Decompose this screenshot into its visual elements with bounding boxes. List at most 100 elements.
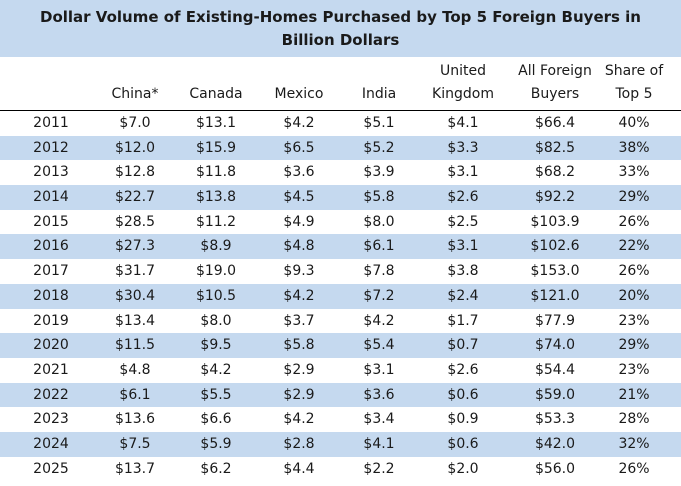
row-year: 2012 [33, 139, 69, 156]
table-cell: $11.8 [195, 164, 237, 181]
table-cell: $6.5 [283, 139, 315, 156]
column-header: United Kingdom [432, 60, 494, 106]
table-cell: $121.0 [530, 287, 580, 304]
table-cell: $5.1 [363, 115, 395, 131]
title-line-1: Dollar Volume of Existing-Homes Purchase… [40, 7, 641, 26]
table-cell: $0.9 [447, 411, 479, 428]
column-header-line-2: Buyers [530, 86, 580, 102]
table-row: 2020 $11.5 $9.5 $5.8 $5.4 $0.7 $74.0 29% [0, 333, 681, 358]
table-cell: $2.0 [447, 460, 479, 477]
table-cell: $4.8 [119, 361, 151, 378]
table-cell: 20% [618, 287, 650, 304]
header-divider [0, 110, 681, 111]
table-cell: $13.8 [195, 189, 237, 206]
table-cell: $28.5 [114, 213, 156, 230]
table-cell: $2.4 [447, 287, 479, 304]
table-cell: 29% [618, 189, 650, 206]
row-year: 2013 [33, 164, 69, 181]
table-cell: $82.5 [534, 139, 576, 156]
column-header-line-1: All Foreign [518, 63, 592, 79]
table-cell: $54.4 [534, 361, 576, 378]
table-cell: $0.6 [447, 435, 479, 452]
table-cell: $153.0 [530, 263, 580, 280]
table-cell: $11.5 [114, 337, 156, 354]
table-cell: $2.2 [363, 460, 395, 477]
table-cell: $13.7 [114, 460, 156, 477]
row-year: 2022 [33, 386, 69, 403]
column-header-line-2: China* [111, 86, 159, 102]
table-row: 2023 $13.6 $6.6 $4.2 $3.4 $0.9 $53.3 28% [0, 407, 681, 432]
table-cell: $3.9 [363, 164, 395, 181]
table-cell: $3.3 [447, 139, 479, 156]
table-cell: $10.5 [195, 287, 237, 304]
row-year: 2024 [33, 435, 69, 452]
row-year: 2018 [33, 287, 69, 304]
table-row: 2016 $27.3 $8.9 $4.8 $6.1 $3.1 $102.6 22% [0, 234, 681, 260]
table-cell: $6.6 [200, 411, 232, 428]
table-cell: $59.0 [534, 386, 576, 403]
table-cell: $13.1 [195, 115, 237, 131]
table-cell: $68.2 [534, 164, 576, 181]
table-cell: $5.4 [363, 337, 395, 354]
table-cell: $9.5 [200, 337, 232, 354]
table-cell: $7.5 [119, 435, 151, 452]
table-cell: $3.1 [447, 164, 479, 181]
column-header: Share of Top 5 [605, 60, 663, 106]
table-cell: 22% [618, 238, 650, 255]
table-row: 2021 $4.8 $4.2 $2.9 $3.1 $2.6 $54.4 23% [0, 358, 681, 383]
table-cell: $53.3 [534, 411, 576, 428]
column-header: China* [112, 83, 159, 106]
table-cell: $2.6 [447, 361, 479, 378]
table-cell: $2.9 [283, 361, 315, 378]
row-year: 2025 [33, 460, 69, 477]
row-year: 2015 [33, 213, 69, 230]
table-row: 2025 $13.7 $6.2 $4.4 $2.2 $2.0 $56.0 26% [0, 457, 681, 482]
table-cell: $8.0 [363, 213, 395, 230]
table-cell: $66.4 [534, 115, 576, 131]
table-cell: $3.8 [447, 263, 479, 280]
column-header: All Foreign Buyers [518, 60, 592, 106]
table-cell: $92.2 [534, 189, 576, 206]
row-year: 2019 [33, 312, 69, 329]
table-cell: $4.2 [283, 115, 315, 131]
table-cell: $0.7 [447, 337, 479, 354]
table-cell: $13.4 [114, 312, 156, 329]
table-body: 2011 $7.0 $13.1 $4.2 $5.1 $4.1 $66.4 40% 2012 $12… [0, 111, 681, 481]
table-cell: $2.6 [447, 189, 479, 206]
table-cell: $27.3 [114, 238, 156, 255]
table-cell: $31.7 [114, 263, 156, 280]
table-cell: 28% [618, 411, 650, 428]
table-cell: $7.2 [363, 287, 395, 304]
table-cell: $6.1 [363, 238, 395, 255]
column-header-line-2: Top 5 [615, 86, 653, 102]
table-cell: $0.6 [447, 386, 479, 403]
table-cell: $4.2 [363, 312, 395, 329]
table-cell: 21% [618, 386, 650, 403]
table-cell: $7.8 [363, 263, 395, 280]
table-row: 2012 $12.0 $15.9 $6.5 $5.2 $3.3 $82.5 38% [0, 135, 681, 161]
table-cell: $30.4 [114, 287, 156, 304]
table-cell: $1.7 [447, 312, 479, 329]
table-cell: $19.0 [195, 263, 237, 280]
row-year: 2017 [33, 263, 69, 280]
row-year: 2023 [33, 411, 69, 428]
column-headers: China* Canada Mexico India United Kingdom All … [0, 62, 681, 110]
column-header-line-2: Canada [189, 86, 243, 102]
column-header: India [362, 83, 396, 106]
table-row: 2014 $22.7 $13.8 $4.5 $5.8 $2.6 $92.2 29% [0, 185, 681, 210]
table-cell: $4.1 [447, 115, 479, 131]
table-cell: 40% [618, 115, 650, 131]
column-header-line-2: India [361, 86, 397, 102]
table-cell: $3.6 [363, 386, 395, 403]
table-cell: 23% [618, 361, 650, 378]
table-cell: $3.6 [283, 164, 315, 181]
table-row: 2013 $12.8 $11.8 $3.6 $3.9 $3.1 $68.2 33% [0, 160, 681, 185]
table-cell: $11.2 [195, 213, 237, 230]
table-cell: $4.5 [283, 189, 315, 206]
table-row: 2024 $7.5 $5.9 $2.8 $4.1 $0.6 $42.0 32% [0, 431, 681, 457]
table-cell: $3.7 [283, 312, 315, 329]
table-cell: $15.9 [195, 139, 237, 156]
table-cell: $103.9 [530, 213, 580, 230]
table-cell: $13.6 [114, 411, 156, 428]
